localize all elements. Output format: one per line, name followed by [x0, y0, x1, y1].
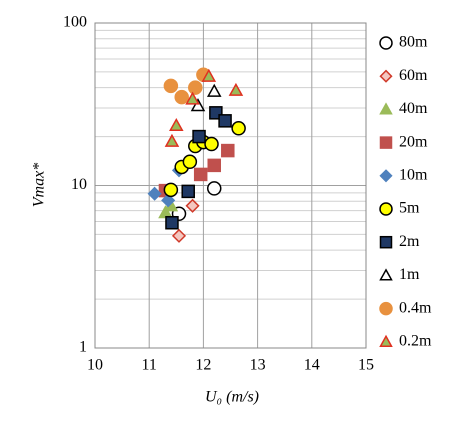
legend-marker — [379, 69, 393, 83]
x-tick-label: 13 — [250, 357, 266, 374]
legend-marker — [379, 235, 393, 249]
legend-label: 10m — [399, 166, 428, 183]
legend-label: 60m — [399, 67, 428, 84]
point — [188, 80, 203, 95]
point — [190, 98, 206, 112]
point — [204, 136, 219, 152]
point — [201, 68, 217, 82]
point — [164, 133, 180, 147]
y-axis-label: Vmax* — [31, 163, 48, 207]
x-tick-label: 10 — [87, 357, 103, 374]
x-tick-label: 14 — [304, 357, 320, 374]
point — [161, 193, 176, 208]
point — [163, 78, 179, 94]
point — [163, 182, 179, 198]
legend-label: 40m — [399, 100, 428, 117]
y-tick-label: 10 — [71, 176, 87, 193]
point — [182, 154, 198, 170]
x-tick-label: 11 — [141, 357, 156, 374]
point — [174, 89, 189, 105]
point — [185, 91, 200, 105]
point — [181, 184, 195, 199]
point — [228, 82, 244, 96]
legend-marker — [379, 334, 393, 347]
legend-marker — [379, 36, 393, 50]
point — [206, 83, 222, 97]
y-tick-label: 100 — [63, 14, 87, 31]
x-tick-label: 15 — [358, 357, 374, 374]
x-axis-label: U₀ (m/s) — [205, 389, 259, 406]
legend-marker — [379, 202, 393, 216]
legend-label: 20m — [399, 133, 428, 150]
point — [221, 143, 235, 158]
legend-marker — [379, 301, 393, 316]
legend-label: 2m — [399, 233, 420, 250]
point — [185, 198, 200, 213]
legend-label: 1m — [399, 266, 420, 283]
legend-marker — [379, 136, 393, 149]
legend-label: 0.4m — [399, 299, 432, 316]
plot-frame — [94, 22, 367, 349]
legend-label: 5m — [399, 200, 420, 217]
point — [165, 215, 179, 230]
legend-label: 80m — [399, 34, 428, 51]
point — [193, 167, 208, 182]
point — [171, 228, 187, 243]
legend-marker — [379, 169, 393, 183]
point — [218, 114, 232, 128]
point — [207, 158, 221, 173]
point — [206, 181, 222, 196]
point — [231, 121, 246, 136]
y-tick-label: 1 — [79, 339, 87, 356]
point — [169, 117, 184, 132]
legend-label: 0.2m — [399, 332, 432, 349]
x-tick-label: 12 — [195, 357, 211, 374]
legend-marker — [379, 268, 393, 281]
point — [192, 129, 206, 144]
point — [147, 186, 162, 201]
legend-marker — [379, 102, 393, 115]
